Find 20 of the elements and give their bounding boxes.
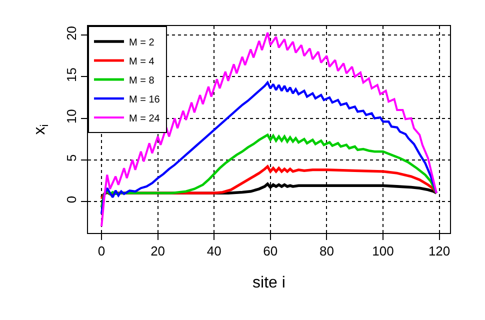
x-tick-label: 100 [372,244,394,259]
legend-label: M = 16 [129,94,160,106]
legend-label: M = 8 [129,75,155,86]
x-tick-label: 0 [98,244,106,259]
y-tick-label: 20 [64,26,79,40]
legend-label: M = 2 [129,37,155,48]
legend-label: M = 24 [129,113,160,124]
legend-label: M = 4 [129,56,155,68]
x-tick-label: 120 [428,244,450,259]
y-tick-label: 5 [64,154,79,162]
x-axis-title: site i [252,274,286,292]
y-tick-label: 0 [64,196,79,204]
line-series [100,134,438,208]
x-tick-label: 60 [263,244,278,259]
line-series [100,32,438,228]
x-tick-label: 40 [206,244,222,259]
y-tick-label: 15 [64,68,79,82]
x-tick-label: 20 [150,244,166,259]
y-tick-label: 10 [64,109,79,124]
x-tick-label: 80 [319,244,334,259]
